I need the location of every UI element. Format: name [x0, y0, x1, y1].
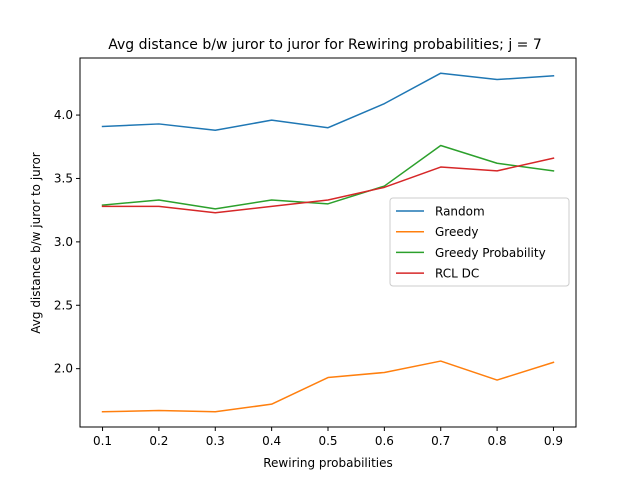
- series-line-greedy-probability: [101, 144, 555, 210]
- y-tick-label: 2.0: [54, 362, 73, 376]
- series-line-rcl-dc: [101, 157, 555, 214]
- series-line-random: [101, 72, 555, 132]
- y-tick-label: 3.0: [54, 235, 73, 249]
- x-tick-label: 0.5: [318, 434, 337, 448]
- x-tick-label: 0.8: [488, 434, 507, 448]
- legend-label-greedy-probability: Greedy Probability: [435, 246, 546, 260]
- y-axis-label: Avg distance b/w juror to juror: [29, 152, 43, 334]
- y-axis: 2.0 2.5 3.0 3.5 4.0: [54, 108, 80, 376]
- x-tick-label: 0.9: [544, 434, 563, 448]
- legend-label-random: Random: [435, 205, 485, 219]
- x-tick-label: 0.6: [375, 434, 394, 448]
- legend: Random Greedy Greedy Probability RCL DC: [389, 197, 570, 287]
- x-tick-label: 0.4: [262, 434, 281, 448]
- x-tick-label: 0.7: [431, 434, 450, 448]
- chart-title: Avg distance b/w juror to juror for Rewi…: [108, 37, 542, 53]
- series-lines: [101, 72, 555, 413]
- x-axis-label: Rewiring probabilities: [263, 456, 393, 470]
- series-line-greedy: [101, 360, 555, 413]
- y-tick-label: 2.5: [54, 298, 73, 312]
- legend-label-greedy: Greedy: [435, 225, 478, 239]
- x-tick-label: 0.2: [149, 434, 168, 448]
- legend-label-rcl-dc: RCL DC: [435, 267, 479, 281]
- legend-frame: [389, 197, 570, 287]
- y-tick-label: 3.5: [54, 171, 73, 185]
- x-tick-label: 0.1: [93, 434, 112, 448]
- x-tick-label: 0.3: [206, 434, 225, 448]
- x-axis: 0.1 0.2 0.3 0.4 0.5 0.6 0.7 0.8 0.9: [93, 427, 563, 448]
- y-tick-label: 4.0: [54, 108, 73, 122]
